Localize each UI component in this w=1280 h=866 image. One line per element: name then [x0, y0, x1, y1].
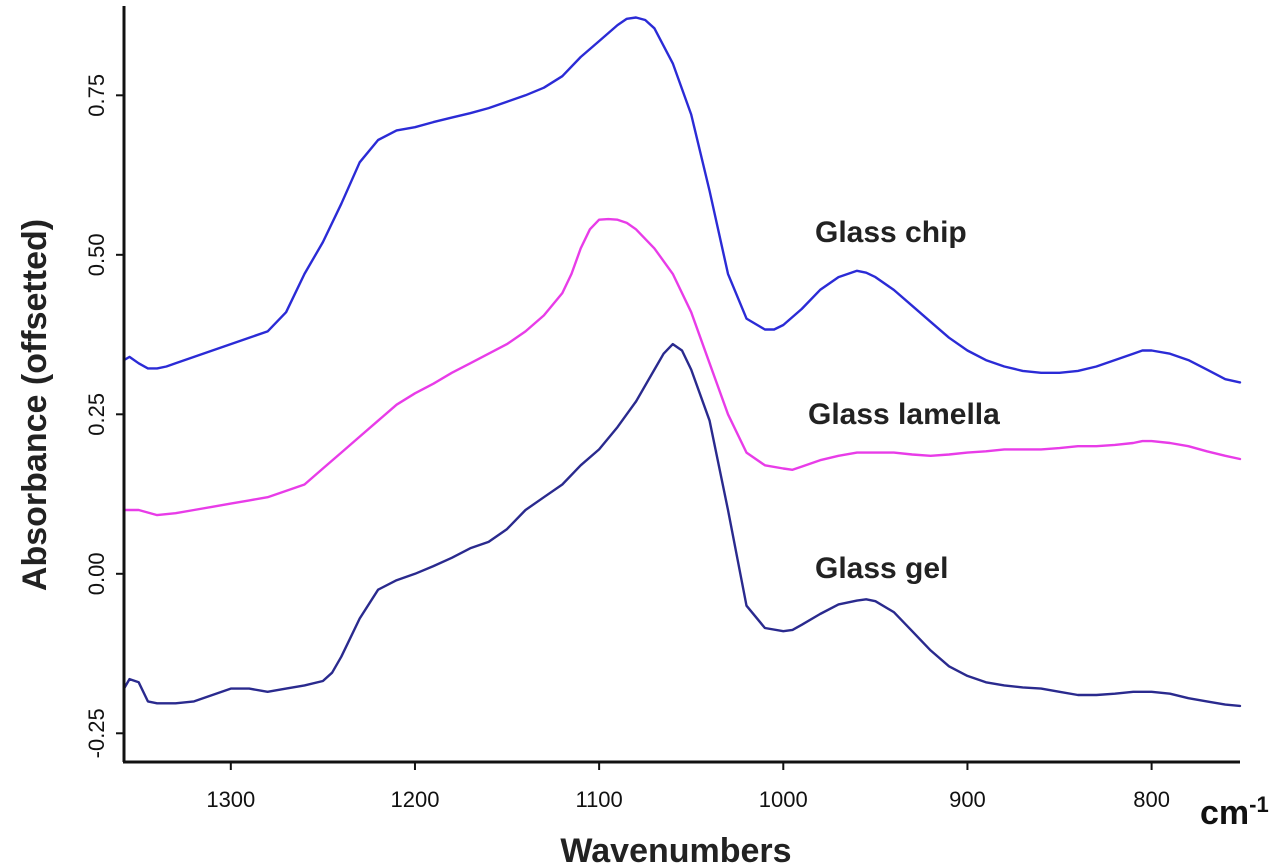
series-line-glass-chip — [122, 16, 1242, 384]
y-tick-label: 0.25 — [84, 393, 109, 436]
y-axis-title: Absorbance (offsetted) — [16, 219, 54, 591]
series-label-glass-chip: Glass chip — [815, 216, 967, 249]
x-tick-label: 1300 — [206, 787, 255, 812]
x-tick-label: 900 — [949, 787, 986, 812]
y-tick-label: 0.75 — [84, 74, 109, 117]
x-ticks: 1300 1200 1100 1000 900 800 — [206, 762, 1170, 812]
y-tick-label: 0.00 — [84, 552, 109, 595]
x-tick-label: 1200 — [390, 787, 439, 812]
x-tick-label: 1100 — [575, 787, 622, 812]
y-tick-label: 0.50 — [84, 233, 109, 276]
x-axis-title: Wavenumbers — [560, 832, 791, 866]
y-tick-label: -0.25 — [84, 708, 109, 758]
series-labels: Glass chip Glass lamella Glass gel — [808, 216, 1000, 585]
plot-lines — [122, 16, 1242, 708]
series-label-glass-lamella: Glass lamella — [808, 398, 1000, 431]
series-line-glass-lamella — [122, 217, 1242, 517]
y-ticks: -0.25 0.00 0.25 0.50 0.75 — [84, 74, 124, 758]
series-line-glass-gel — [122, 342, 1242, 708]
x-axis-unit: cm-1 — [1200, 792, 1269, 832]
x-tick-label: 800 — [1133, 787, 1170, 812]
axes — [122, 6, 1240, 764]
series-label-glass-gel: Glass gel — [815, 552, 948, 585]
x-tick-label: 1000 — [759, 787, 808, 812]
